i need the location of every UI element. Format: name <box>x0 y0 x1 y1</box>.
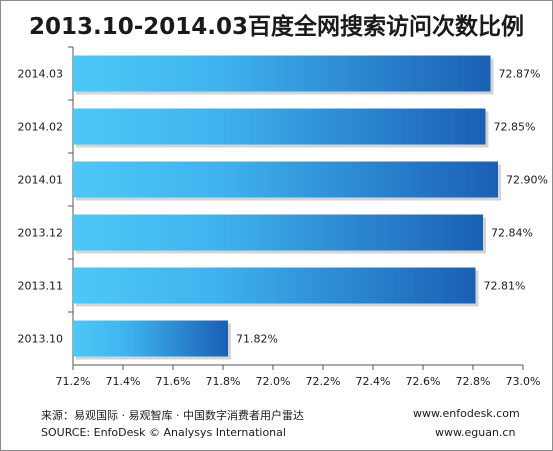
x-tick-label: 71.4% <box>106 375 141 388</box>
category-label: 2013.12 <box>18 227 64 240</box>
category-label: 2014.01 <box>18 174 64 187</box>
category-label: 2014.02 <box>18 121 64 134</box>
x-tick-label: 72.4% <box>356 375 391 388</box>
value-label: 72.84% <box>491 227 533 240</box>
bar <box>73 320 228 357</box>
chart-title: 2013.10-2014.03百度全网搜索访问次数比例 <box>28 14 525 40</box>
source-en: SOURCE: EnfoDesk © Analysys Internationa… <box>41 426 286 439</box>
category-label: 2013.10 <box>18 333 64 346</box>
bar <box>73 214 483 251</box>
bar <box>73 55 491 92</box>
url-enfodesk: www.enfodesk.com <box>413 407 520 420</box>
value-label: 72.85% <box>494 121 536 134</box>
x-tick-label: 72.6% <box>406 375 441 388</box>
x-tick-label: 72.0% <box>256 375 291 388</box>
value-label: 72.90% <box>506 174 548 187</box>
category-label: 2014.03 <box>18 68 64 81</box>
bar <box>73 161 498 198</box>
plot-area: 71.2% 71.4% 71.6% 71.8% 72.0% 72.2% 72.4% 72.6%… <box>18 46 548 388</box>
value-label: 71.82% <box>236 333 278 346</box>
bar <box>73 108 486 145</box>
value-label: 72.87% <box>499 68 541 81</box>
x-tick-label: 71.8% <box>206 375 241 388</box>
x-tick-label: 71.6% <box>156 375 191 388</box>
bar <box>73 267 476 304</box>
value-label: 72.81% <box>484 280 526 293</box>
url-eguan: www.eguan.cn <box>435 426 516 439</box>
x-tick-label: 72.2% <box>306 375 341 388</box>
category-label: 2013.11 <box>18 280 64 293</box>
x-tick-label: 73.0% <box>506 375 541 388</box>
x-tick-label: 71.2% <box>56 375 91 388</box>
x-tick-label: 72.8% <box>456 375 491 388</box>
source-cn: 来源：易观国际 · 易观智库 · 中国数字消费者用户雷达 <box>41 409 304 422</box>
